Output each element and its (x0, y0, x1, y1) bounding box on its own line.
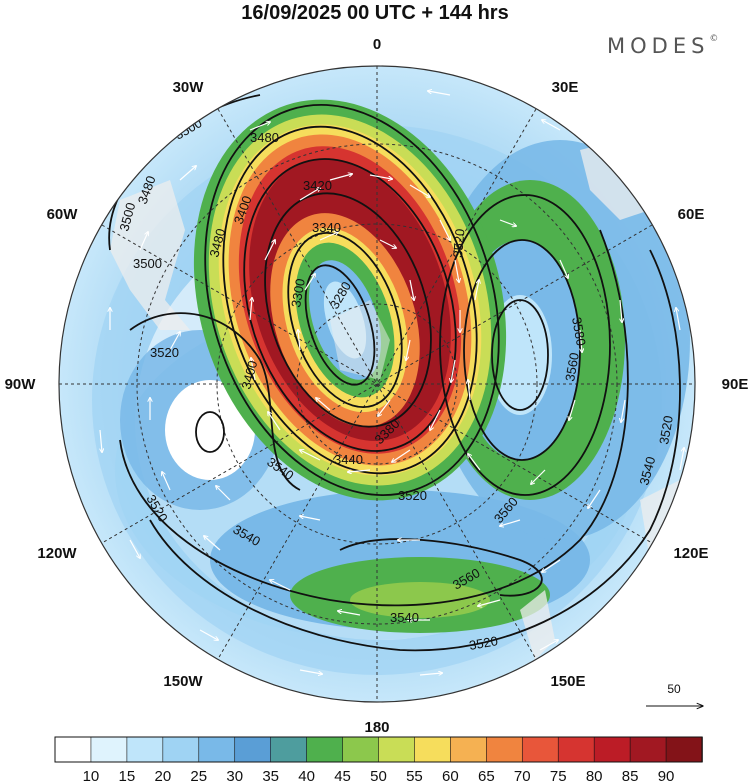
contour-labels: 3500 3480 3480 3500 3500 3480 3420 3400 … (116, 115, 676, 653)
lon-label-180: 180 (364, 719, 389, 736)
lon-label-0: 0 (373, 36, 381, 53)
colorbar-swatches (54, 736, 703, 763)
colorbar-swatch (54, 736, 92, 763)
colorbar-tick-label: 10 (83, 768, 100, 782)
colorbar-tick-label: 70 (514, 768, 531, 782)
map-border (58, 65, 696, 703)
colorbar-swatch (450, 736, 488, 763)
contour-label: 3520 (468, 633, 499, 653)
contour-label: 3520 (656, 414, 676, 445)
colorbar-swatch (162, 736, 200, 763)
contour-label: 3500 (133, 256, 162, 271)
contour-label: 3520 (450, 228, 467, 258)
colorbar-swatch (342, 736, 380, 763)
colorbar-tick-label: 75 (550, 768, 567, 782)
colorbar-swatch (665, 736, 703, 763)
lon-label-30w: 30W (173, 79, 205, 96)
brand-name: MODES (607, 34, 710, 58)
contour-label: 3480 (206, 227, 228, 259)
lon-label-60w: 60W (47, 206, 79, 223)
contour-label: 3540 (390, 610, 419, 625)
colorbar: 10 15 20 25 30 35 40 45 50 55 60 65 70 75 80 85 90 (54, 736, 703, 782)
colorbar-swatch (593, 736, 631, 763)
colorbar-tick-label: 65 (478, 768, 495, 782)
colorbar-tick-label: 40 (298, 768, 315, 782)
colorbar-swatch (270, 736, 308, 763)
contour-label: 3420 (303, 178, 332, 193)
reference-vector-label: 50 (667, 682, 681, 696)
contour-label: 3300 (288, 277, 308, 308)
colorbar-swatch (521, 736, 560, 763)
colorbar-tick-label: 60 (442, 768, 459, 782)
lon-label-150e: 150E (550, 673, 585, 690)
contour-label: 3440 (334, 452, 363, 467)
lon-label-90e: 90E (722, 376, 749, 393)
lon-label-90w: 90W (5, 376, 37, 393)
colorbar-tick-label: 50 (370, 768, 387, 782)
lon-label-120w: 120W (37, 545, 77, 562)
colorbar-swatch (378, 736, 416, 763)
colorbar-swatch (234, 736, 272, 763)
colorbar-tick-label: 85 (622, 768, 639, 782)
lon-label-120e: 120E (673, 545, 708, 562)
copyright-mark: © (709, 34, 719, 44)
colorbar-tick-label: 90 (658, 768, 675, 782)
colorbar-tick-label: 15 (119, 768, 136, 782)
colorbar-swatch (198, 736, 236, 763)
contour-label: 3560 (562, 351, 582, 382)
colorbar-swatch (126, 736, 164, 763)
longitude-labels: 0 30E 60E 90E 120E 150E 180 150W 120W 90… (5, 36, 749, 736)
contour-label: 3580 (569, 316, 589, 347)
contour-label: 3520 (398, 488, 427, 503)
colorbar-swatch (90, 736, 128, 763)
contour-label: 3400 (238, 359, 260, 391)
colorbar-swatch (486, 736, 524, 763)
contour-label: 3540 (636, 455, 658, 487)
colorbar-tick-label: 55 (406, 768, 423, 782)
lon-label-60e: 60E (678, 206, 705, 223)
lon-label-30e: 30E (552, 79, 579, 96)
colorbar-swatch (629, 736, 667, 763)
colorbar-border (54, 736, 703, 763)
lon-label-150w: 150W (163, 673, 203, 690)
colorbar-swatch (414, 736, 452, 763)
colorbar-tick-label: 20 (154, 768, 171, 782)
contour-label: 3480 (250, 130, 279, 145)
colorbar-tick-label: 25 (190, 768, 207, 782)
brand-logo: MODES© (607, 34, 718, 58)
contour-label: 3500 (116, 201, 138, 233)
map-disc: 3500 3480 3480 3500 3500 3480 3420 3400 … (59, 66, 695, 702)
colorbar-tick-label: 45 (334, 768, 351, 782)
colorbar-tick-label: 80 (586, 768, 603, 782)
contour-label: 3340 (312, 220, 341, 235)
contour-label: 3520 (150, 345, 179, 360)
map-title: 16/09/2025 00 UTC + 144 hrs (241, 2, 509, 24)
colorbar-tick-label: 35 (262, 768, 279, 782)
colorbar-swatch (557, 736, 595, 763)
colorbar-swatch (306, 736, 344, 763)
colorbar-tick-label: 30 (226, 768, 243, 782)
reference-vector: 50 (646, 682, 703, 706)
wind-arrows (100, 91, 684, 675)
colorbar-ticks: 10 15 20 25 30 35 40 45 50 55 60 65 70 75 80 85 90 (83, 768, 675, 782)
